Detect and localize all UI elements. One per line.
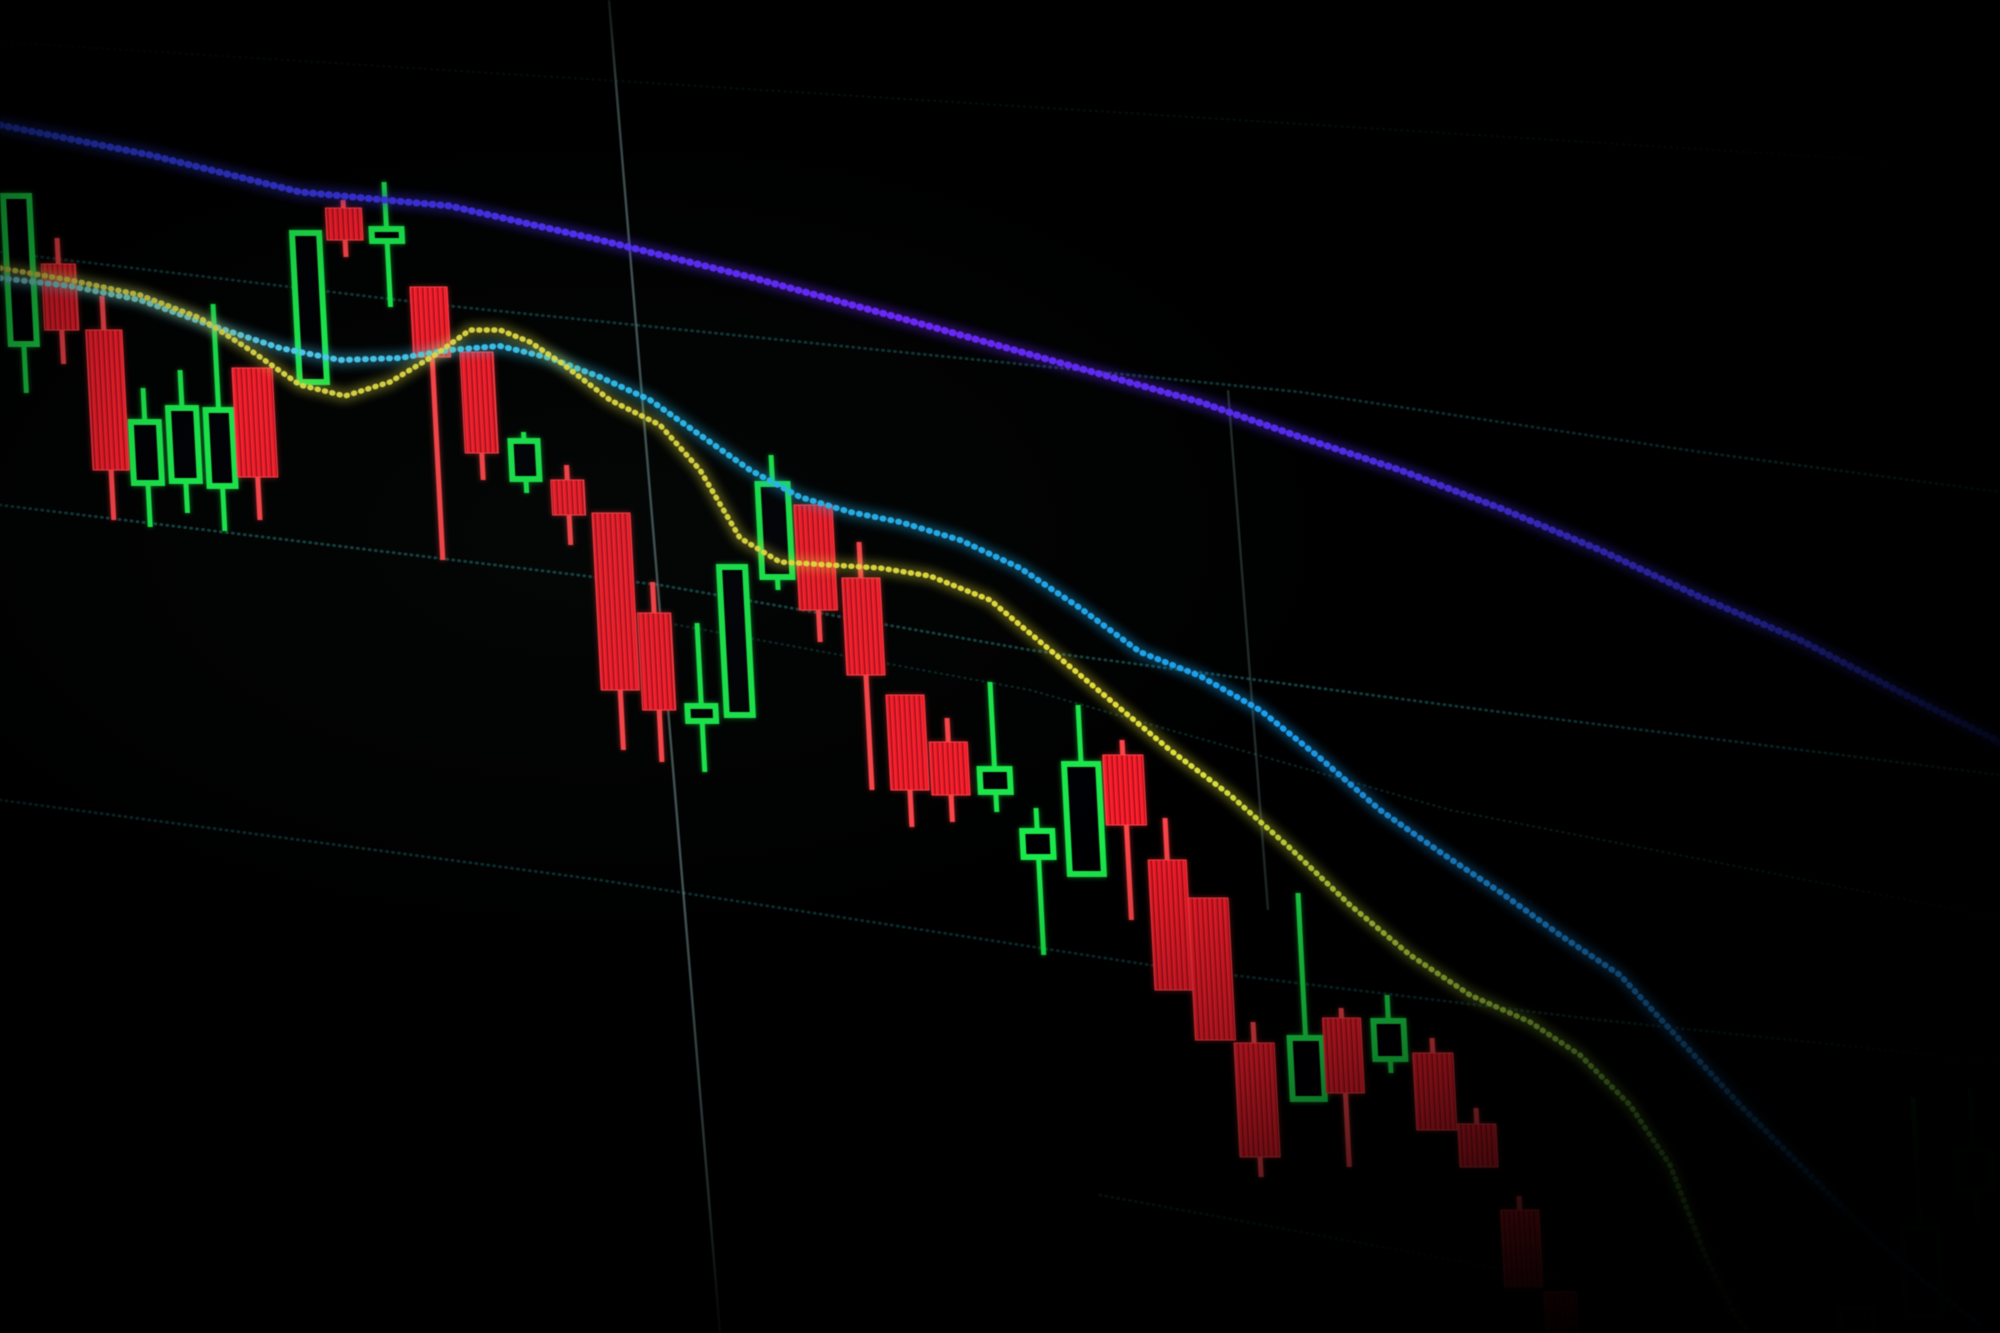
candle [1543,1291,1579,1333]
candle-body-bullish [202,407,239,489]
candle [1233,1022,1281,1177]
candle-body-bearish [1321,1017,1365,1094]
candle-body-bearish [1147,859,1194,991]
candle [1500,1196,1544,1288]
candle-body-bullish [1060,761,1108,877]
candle-body-bullish [507,438,543,482]
candle-body-bearish [1457,1123,1499,1168]
candle [715,564,756,718]
candle-body-bearish [231,367,279,478]
candle-body-bearish [637,612,677,711]
candle-body-bullish [1953,1146,1996,1192]
candle-body-bearish [1187,897,1236,1041]
candle-body-bearish [928,741,971,796]
candle-body-bullish [127,419,166,486]
candle [1835,1305,1878,1333]
candle-body-bullish [1370,1018,1409,1062]
candle-body-bearish [885,694,930,791]
candle-body-bullish [976,766,1014,795]
candle-body-bearish [1233,1042,1281,1158]
candle-body-bearish [1543,1291,1579,1333]
candle-body-bearish [550,479,587,516]
candle-body-bearish [324,207,364,241]
candle-body-bullish [1019,828,1057,860]
candle-body-bearish [1102,754,1147,826]
candle-body-bullish [164,405,203,484]
candle-body-bearish [841,577,886,676]
candle-body-bearish [459,351,499,454]
candle [1187,897,1236,1041]
candle-body-bullish [684,703,720,724]
candle-body-bullish [1835,1305,1878,1333]
candle-body-bullish [1286,1035,1328,1102]
candle-body-bullish [715,564,756,718]
candle-body-bearish [1500,1209,1544,1288]
candle-body-bullish [368,226,406,244]
candle-body-bearish [85,329,130,471]
candle-body-bearish [1412,1052,1458,1131]
